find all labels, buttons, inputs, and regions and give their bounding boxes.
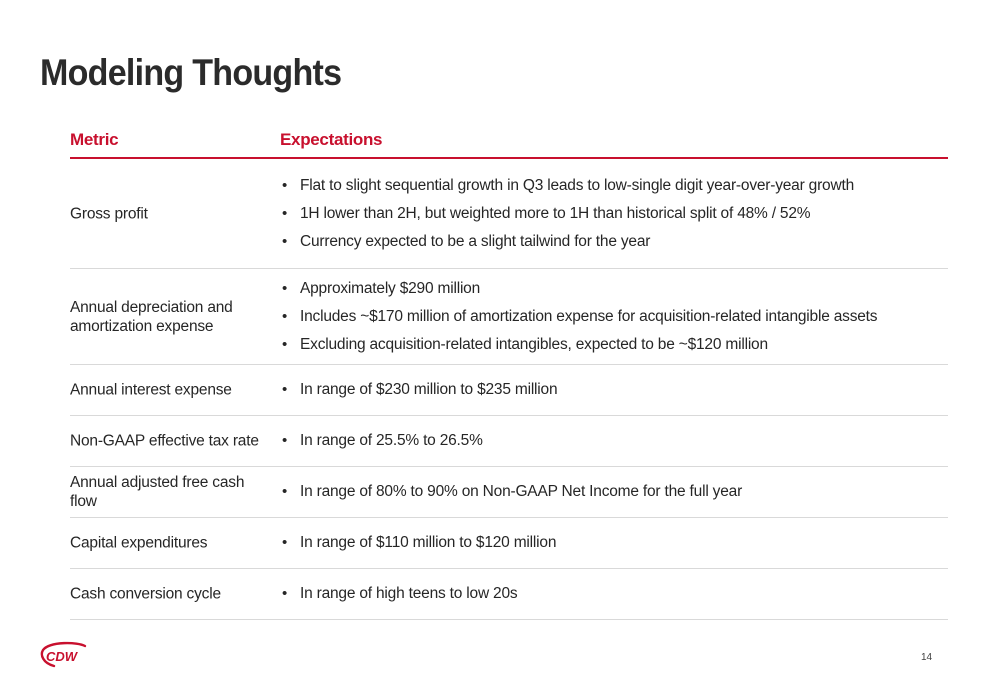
expectations-list: In range of $230 million to $235 million	[280, 376, 948, 404]
table-row: Annual adjusted free cash flow In range …	[70, 467, 948, 518]
expectation-item: In range of $230 million to $235 million	[280, 376, 948, 404]
expectation-item: Approximately $290 million	[280, 275, 948, 303]
expectation-item: In range of 80% to 90% on Non-GAAP Net I…	[280, 478, 948, 506]
expectations-list: Flat to slight sequential growth in Q3 l…	[280, 172, 948, 256]
table-row: Non-GAAP effective tax rate In range of …	[70, 416, 948, 467]
table-row: Capital expenditures In range of $110 mi…	[70, 518, 948, 569]
expectation-item: Includes ~$170 million of amortization e…	[280, 303, 948, 331]
metric-column-header: Metric	[70, 130, 119, 149]
slide-title: Modeling Thoughts	[40, 52, 342, 93]
expectation-item: Excluding acquisition-related intangible…	[280, 331, 948, 359]
metric-label: Annual adjusted free cash flow	[70, 474, 245, 510]
expectation-item: Flat to slight sequential growth in Q3 l…	[280, 172, 948, 200]
logo-text: CDW	[46, 649, 79, 664]
expectation-item: 1H lower than 2H, but weighted more to 1…	[280, 200, 948, 228]
expectations-list: In range of high teens to low 20s	[280, 580, 948, 608]
expectations-list: Approximately $290 million Includes ~$17…	[280, 275, 948, 359]
expectation-item: In range of $110 million to $120 million	[280, 529, 948, 557]
metric-label: Non-GAAP effective tax rate	[70, 432, 259, 450]
metric-label: Capital expenditures	[70, 534, 208, 552]
metric-label: Annual interest expense	[70, 381, 232, 399]
metric-label: Cash conversion cycle	[70, 585, 221, 603]
expectations-list: In range of $110 million to $120 million	[280, 529, 948, 557]
table-header: Metric Expectations	[70, 130, 948, 159]
expectations-list: In range of 25.5% to 26.5%	[280, 427, 948, 455]
metric-label: Gross profit	[70, 205, 148, 222]
expectation-item: Currency expected to be a slight tailwin…	[280, 228, 948, 256]
page-number: 14	[921, 652, 933, 663]
table-row: Gross profit Flat to slight sequential g…	[70, 159, 948, 269]
expectation-item: In range of 25.5% to 26.5%	[280, 427, 948, 455]
cdw-logo-icon: CDW	[40, 641, 87, 668]
table-row: Annual depreciation and amortization exp…	[70, 269, 948, 365]
table-row: Annual interest expense In range of $230…	[70, 365, 948, 416]
expectations-column-header: Expectations	[280, 130, 383, 149]
expectations-list: In range of 80% to 90% on Non-GAAP Net I…	[280, 478, 948, 506]
modeling-table: Metric Expectations Gross profit Flat to…	[70, 130, 948, 620]
metric-label: Annual depreciation and amortization exp…	[70, 298, 233, 335]
expectation-item: In range of high teens to low 20s	[280, 580, 948, 608]
table-row: Cash conversion cycle In range of high t…	[70, 569, 948, 620]
